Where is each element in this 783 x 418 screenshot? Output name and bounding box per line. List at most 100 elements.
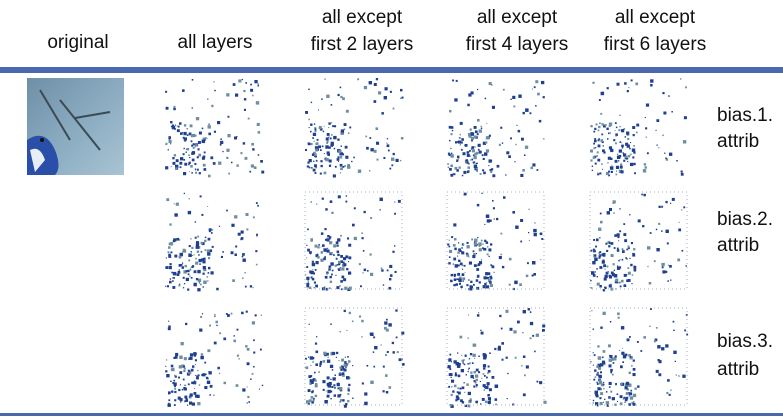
speckle — [226, 210, 228, 212]
speckle — [252, 287, 253, 288]
speckle — [451, 377, 452, 378]
speckle — [328, 357, 329, 358]
speckle — [625, 257, 627, 259]
speckle — [250, 378, 252, 380]
speckle — [183, 153, 185, 155]
speckle — [684, 330, 686, 332]
speckle — [455, 264, 458, 267]
speckle — [184, 193, 185, 194]
map-border — [447, 308, 544, 405]
speckle — [472, 149, 475, 152]
speckle — [339, 372, 341, 374]
speckle — [201, 251, 203, 253]
speckle — [311, 102, 312, 103]
speckle — [334, 394, 336, 396]
speckle — [214, 90, 216, 92]
speckle — [340, 369, 342, 371]
speckle — [309, 251, 312, 254]
speckle — [315, 172, 317, 174]
speckle — [174, 388, 176, 390]
speckle — [308, 375, 311, 378]
speckle — [633, 248, 635, 250]
speckle — [168, 327, 171, 330]
speckle — [487, 373, 489, 375]
speckle — [476, 386, 477, 387]
speckle — [340, 167, 343, 170]
speckle — [453, 284, 455, 286]
speckle — [628, 87, 629, 88]
speckle — [171, 365, 174, 368]
speckle — [662, 135, 664, 137]
speckle — [314, 282, 316, 284]
speckle — [456, 283, 459, 286]
speckle — [219, 332, 221, 334]
speckle — [600, 402, 603, 405]
speckle — [347, 400, 349, 402]
speckle — [168, 254, 171, 257]
speckle — [684, 116, 687, 119]
speckle — [449, 110, 452, 113]
speckle — [658, 147, 659, 148]
speckle — [605, 287, 606, 288]
speckle — [202, 140, 206, 144]
speckle — [473, 162, 475, 164]
speckle — [590, 280, 591, 281]
speckle — [308, 403, 310, 405]
speckle — [214, 314, 215, 315]
speckle — [316, 351, 319, 354]
speckle — [483, 158, 485, 160]
speckle — [332, 145, 334, 147]
speckle — [245, 286, 247, 288]
speckle — [198, 374, 200, 376]
speckle — [317, 254, 318, 255]
speckle — [218, 162, 221, 165]
speckle — [599, 251, 601, 253]
speckle — [317, 246, 319, 248]
speckle — [216, 321, 219, 324]
speckle — [513, 106, 515, 108]
speckle — [213, 162, 216, 165]
speckle — [168, 393, 169, 394]
speckle — [222, 251, 224, 253]
speckle — [242, 278, 244, 280]
speckle — [455, 141, 457, 143]
speckle — [175, 167, 177, 169]
speckle — [509, 258, 512, 261]
speckle — [189, 275, 190, 276]
speckle — [383, 390, 385, 392]
speckle — [234, 215, 237, 218]
speckle — [183, 370, 185, 372]
speckle — [332, 270, 334, 272]
speckle — [500, 254, 502, 256]
speckle — [179, 256, 182, 259]
speckle — [669, 153, 672, 156]
speckle — [502, 266, 504, 268]
speckle — [190, 268, 191, 269]
speckle — [200, 195, 202, 197]
speckle — [543, 96, 545, 98]
speckle — [344, 165, 346, 167]
speckle — [370, 217, 372, 219]
speckle — [388, 323, 391, 326]
speckle — [457, 156, 459, 158]
speckle — [330, 138, 332, 140]
speckle — [306, 366, 309, 369]
speckle — [484, 152, 487, 155]
attribution-map — [590, 308, 688, 407]
speckle — [196, 395, 199, 398]
speckle — [217, 367, 220, 370]
speckle — [451, 386, 452, 387]
speckle — [325, 208, 327, 210]
speckle — [348, 384, 350, 386]
speckle — [490, 243, 492, 245]
speckle — [400, 98, 401, 99]
speckle — [676, 374, 677, 375]
attribution-map — [447, 192, 544, 291]
speckle — [667, 280, 669, 282]
speckle — [471, 146, 474, 149]
speckle — [170, 278, 171, 279]
speckle — [180, 157, 183, 160]
speckle — [202, 313, 203, 314]
speckle — [619, 282, 621, 284]
speckle — [387, 144, 390, 147]
